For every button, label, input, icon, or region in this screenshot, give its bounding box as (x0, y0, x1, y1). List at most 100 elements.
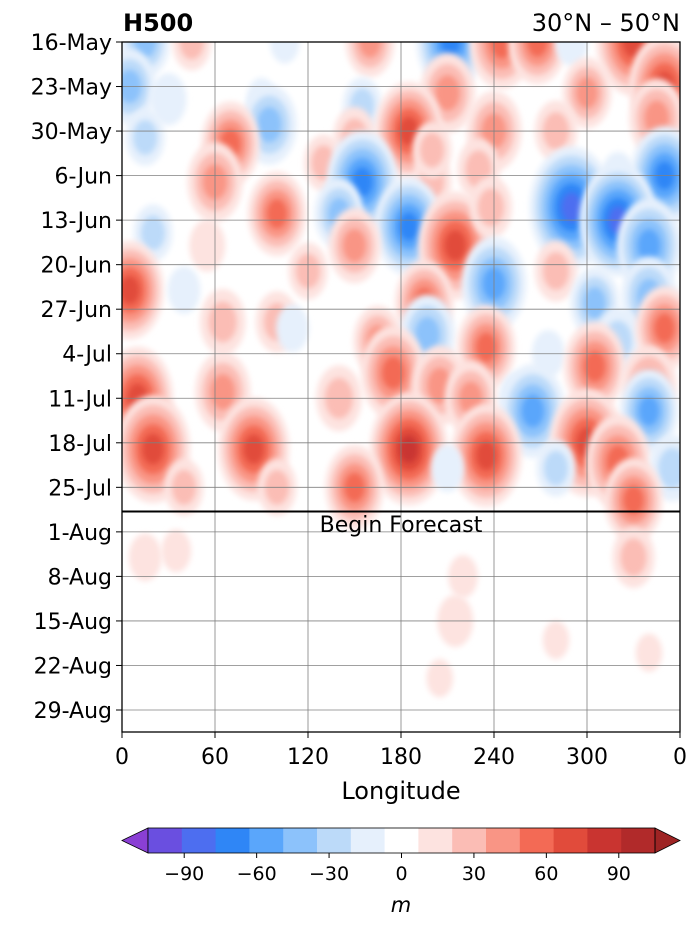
x-tick-label: 180 (380, 745, 422, 770)
x-tick-label: 0 (673, 745, 687, 770)
colorbar-tick-label: −60 (237, 863, 277, 885)
anomaly-blob (210, 374, 236, 410)
anomaly-blob (140, 215, 166, 251)
anomaly-blob (189, 219, 226, 272)
colorbar-segment (249, 828, 284, 853)
colorbar-tick-label: −30 (309, 863, 349, 885)
anomaly-blob (521, 394, 545, 428)
x-tick-label: 120 (287, 745, 329, 770)
anomaly-blob (426, 659, 453, 698)
x-axis-label: Longitude (341, 777, 460, 805)
anomaly-blob (161, 529, 192, 573)
anomaly-blob (623, 485, 644, 515)
anomaly-blob (179, 42, 204, 60)
anomaly-blob (435, 75, 460, 111)
anomaly-blob (542, 620, 570, 660)
colorbar-segment (519, 828, 555, 853)
anomaly-blob (269, 42, 300, 64)
anomaly-blob (133, 119, 158, 155)
y-tick-label: 22-Aug (34, 654, 112, 679)
colorbar-segment (418, 828, 453, 853)
y-axis-ticks: 16-May 23-May 30-May 6-Jun 13-Jun 20-Jun 27-Ju… (31, 31, 122, 724)
anomaly-blob (381, 356, 405, 390)
y-tick-label: 18-Jul (48, 432, 112, 457)
colorbar-extend-low (121, 827, 149, 854)
anomaly-blob (399, 212, 419, 241)
colorbar-segment (621, 828, 656, 853)
anomaly-blob (584, 350, 606, 382)
anomaly-blob (440, 42, 461, 57)
anomaly-blob (561, 192, 582, 223)
anomaly-blob (208, 301, 237, 343)
anomaly-blob (276, 304, 309, 353)
title-left: H500 (123, 9, 193, 37)
anomaly-blob (243, 434, 264, 464)
y-tick-label: 11-Jul (48, 387, 112, 412)
colorbar-segment (148, 828, 183, 853)
y-tick-label: 4-Jul (62, 343, 112, 368)
anomaly-blob (415, 316, 440, 353)
colorbar-segment (181, 828, 217, 853)
title-right: 30°N – 50°N (532, 9, 680, 37)
colorbar-segment (215, 828, 250, 853)
anomaly-blob (637, 229, 661, 262)
y-tick-label: 23-May (31, 76, 112, 101)
colorbar-segment (350, 828, 386, 853)
anomaly-blob (399, 435, 419, 463)
anomaly-blob (342, 228, 367, 263)
colorbar-segment (452, 828, 487, 853)
forecast-annotation: Begin Forecast (320, 513, 483, 538)
y-tick-label: 1-Aug (48, 521, 112, 546)
anomaly-blob (543, 450, 569, 486)
anomaly-blob (658, 447, 680, 489)
anomaly-blob (359, 42, 381, 58)
y-tick-label: 29-Aug (34, 699, 112, 724)
anomaly-blob (444, 230, 466, 261)
y-tick-label: 27-Jun (40, 298, 112, 323)
anomaly-blob (490, 42, 514, 59)
anomaly-blob (167, 266, 201, 314)
anomaly-blob (352, 167, 373, 197)
y-tick-label: 16-May (31, 31, 112, 56)
colorbar-segment (553, 828, 588, 853)
anomaly-blob (128, 533, 162, 582)
anomaly-blob (527, 42, 548, 57)
colorbar-tick-label: 30 (462, 863, 486, 885)
colorbar-segment (384, 828, 419, 853)
colorbar-tick-label: 90 (607, 863, 631, 885)
colorbar-segment (317, 828, 352, 853)
anomaly-blob (476, 332, 497, 363)
x-tick-label: 0 (115, 745, 129, 770)
y-tick-label: 8-Aug (48, 565, 112, 590)
colorbar-tick-label: −90 (164, 863, 204, 885)
anomaly-blob (654, 313, 675, 344)
colorbar-segment (283, 828, 318, 853)
colorbar-segment (587, 828, 622, 853)
colorbar: −90 −60 −30 0 30 60 90 (121, 827, 681, 885)
y-tick-label: 15-Aug (34, 610, 112, 635)
y-tick-label: 30-May (31, 120, 112, 145)
colorbar-label: m (391, 893, 411, 917)
colorbar-extend-high (654, 827, 681, 854)
x-tick-label: 300 (566, 745, 608, 770)
anomaly-blob (431, 444, 464, 493)
anomaly-blob (638, 396, 660, 426)
anomaly-blob (620, 538, 647, 577)
colorbar-tick-label: 60 (534, 863, 558, 885)
anomaly-contours (122, 42, 680, 698)
anomaly-blob (266, 199, 288, 229)
anomaly-blob (477, 188, 504, 227)
anomaly-blob (142, 433, 164, 465)
anomaly-blob (542, 252, 570, 290)
anomaly-blob (583, 287, 606, 319)
colorbar-segment (486, 828, 521, 853)
anomaly-blob (476, 440, 497, 471)
y-tick-label: 13-Jun (40, 209, 112, 234)
y-tick-label: 6-Jun (54, 165, 112, 190)
anomaly-blob (256, 106, 282, 143)
anomaly-blob (635, 633, 663, 672)
y-tick-label: 25-Jul (48, 476, 112, 501)
colorbar-tick-label: 0 (395, 863, 407, 885)
x-axis-ticks: 0 60 120 180 240 300 0 (115, 732, 687, 770)
x-tick-label: 60 (201, 745, 229, 770)
